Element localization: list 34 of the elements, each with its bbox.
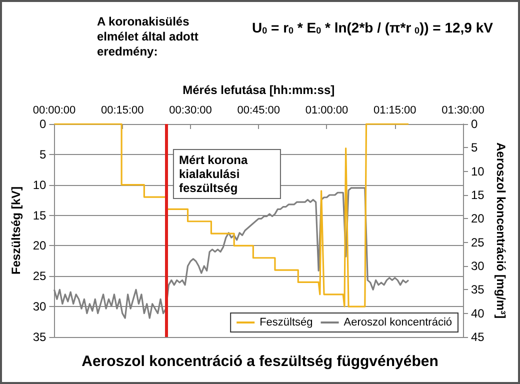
x-tick-label: 01:30:00 xyxy=(442,104,484,116)
y-tick-label: 10 xyxy=(32,178,47,192)
y-tick-label: 15 xyxy=(32,208,47,222)
x-tick-label: 01:15:00 xyxy=(373,104,416,116)
y2-tick-label: 40 xyxy=(471,306,485,320)
y2-tick-label: 45 xyxy=(471,330,485,344)
x-tick-label: 01:00:00 xyxy=(305,104,348,116)
y-tick-label: 25 xyxy=(32,269,47,284)
y-tick-label: 5 xyxy=(40,147,47,162)
x-tick-label: 00:45:00 xyxy=(237,104,280,116)
y2-tick-label: 0 xyxy=(471,117,478,131)
text: A koronakisülés elmélet által adott eredmény: xyxy=(97,14,202,58)
y-axis-title: Feszültség [kV] xyxy=(9,186,23,275)
x-axis-title: Mérés lefutása [hh:mm:ss] xyxy=(182,83,335,97)
y2-tick-label: 5 xyxy=(471,140,478,155)
text: Aeroszol koncentráció a feszültség függvényében xyxy=(82,353,438,370)
y2-tick-label: 30 xyxy=(471,259,485,273)
ref-line-label: Mért korona kialakulási feszültség xyxy=(178,153,251,195)
y-tick-label: 35 xyxy=(32,330,47,344)
y2-tick-label: 15 xyxy=(471,188,485,202)
y2-axis-title: Aeroszol koncentráció [mg/m³] xyxy=(494,142,508,319)
y2-tick-label: 20 xyxy=(471,212,485,226)
x-tick-label: 00:30:00 xyxy=(169,104,212,116)
y-tick-label: 30 xyxy=(32,300,47,314)
y-tick-label: 20 xyxy=(32,238,47,253)
line-series xyxy=(53,123,410,308)
x-tick-label: 00:00:00 xyxy=(32,104,76,116)
legend-label: Feszültség xyxy=(260,316,313,328)
y2-tick-label: 35 xyxy=(471,282,485,297)
legend-label: Aeroszol koncentráció xyxy=(344,316,452,328)
y-tick-label: 0 xyxy=(40,117,47,131)
x-tick-label: 00:15:00 xyxy=(100,104,144,116)
y2-tick-label: 25 xyxy=(471,235,485,250)
y2-tick-label: 10 xyxy=(471,164,485,178)
